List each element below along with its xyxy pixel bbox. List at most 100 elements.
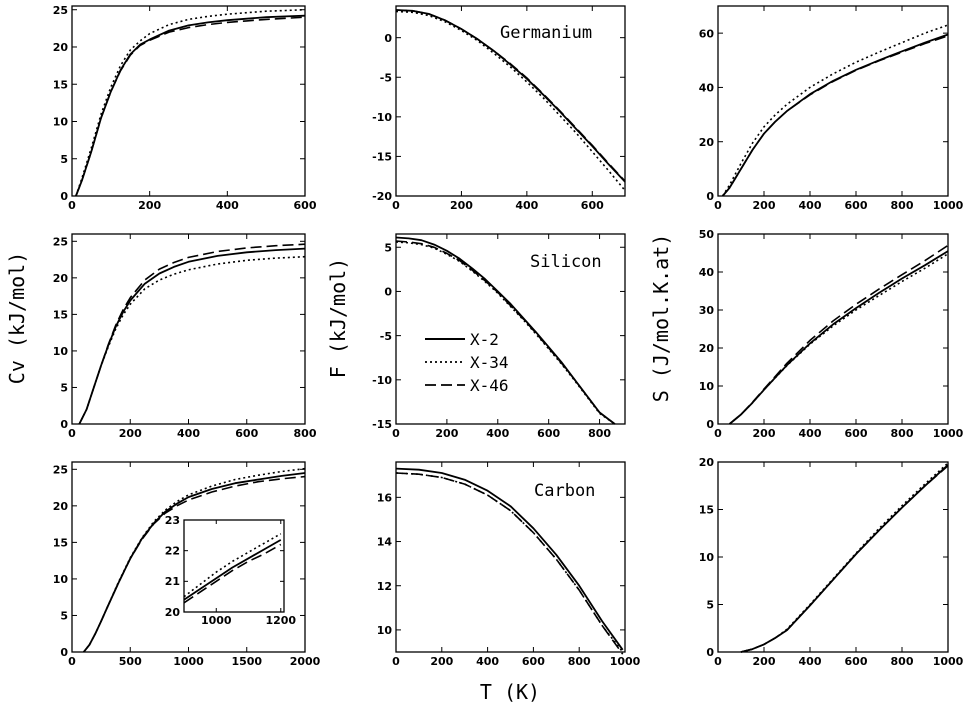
- panel-6-inset-frame: [183, 519, 285, 613]
- panel-8-xtick-label-2: 400: [799, 655, 822, 668]
- panel-0-ytick-label-3: 15: [53, 78, 68, 91]
- legend-label-x2: X-2: [470, 330, 499, 349]
- panel-3-ytick-label-0: 0: [60, 418, 68, 431]
- panel-8-xtick-label-3: 600: [845, 655, 868, 668]
- panel-4-series-x-46: [395, 240, 616, 425]
- panel-8-xtick-label-4: 800: [891, 655, 914, 668]
- panel-1-series-x-34: [395, 10, 626, 192]
- panel-0-xtick-label-2: 400: [216, 199, 239, 212]
- panel-4-ytick-label-3: 0: [384, 286, 392, 299]
- panel-8-series-x-34: [740, 462, 949, 653]
- panel-1-ytick-label-4: 0: [384, 32, 392, 45]
- panel-8-xtick-label-5: 1000: [933, 655, 964, 668]
- panel-4-xtick-label-0: 0: [392, 427, 400, 440]
- panel-0-series-x-46: [75, 16, 306, 197]
- panel-3-ytick-label-4: 20: [53, 272, 69, 285]
- panel-8-series-x-46: [740, 465, 949, 653]
- panel-r0-c1: 0 200 400 600 -20 -15 -10 -5 0 Germanium: [372, 5, 626, 212]
- panel-8-ytick-label-2: 10: [699, 551, 715, 564]
- panel-8-ytick-label-0: 0: [706, 646, 714, 659]
- panel-6-inset: 1000 1200 20 21 22 23: [165, 514, 297, 627]
- panel-7-ytick-label-3: 16: [377, 492, 393, 505]
- panel-8-frame: [717, 461, 949, 653]
- panel-6-inset-series-x-34: [183, 533, 282, 598]
- panel-6-inset-ytick-label-2: 22: [165, 544, 180, 557]
- panel-4-xtick-label-3: 600: [537, 427, 560, 440]
- panel-6-inset-ytick-label-1: 21: [165, 575, 180, 588]
- panel-6-inset-ytick-label-0: 20: [165, 606, 181, 619]
- panel-6-inset-ytick-label-3: 23: [165, 514, 180, 527]
- legend-label-x34: X-34: [470, 353, 509, 372]
- panel-6-ytick-label-4: 20: [53, 500, 69, 513]
- panel-1-xtick-label-0: 0: [392, 199, 400, 212]
- panel-2-ytick-label-0: 0: [706, 190, 714, 203]
- x-axis-title: T (K): [480, 680, 540, 704]
- panel-6-ytick-label-0: 0: [60, 646, 68, 659]
- panel-r2-c0: 0 500 1000 1500 2000 0 5 10 15 20 25 1000 1200 20 21 22…: [53, 461, 321, 668]
- panel-1-xtick-label-1: 200: [450, 199, 473, 212]
- panel-r1-c0: 0 200 400 600 800 0 5 10 15 20 25: [53, 233, 317, 440]
- panel-4-ytick-label-0: -15: [372, 418, 392, 431]
- panel-6-inset-xtick-label-0: 1000: [201, 614, 232, 627]
- panel-7-xtick-label-3: 600: [522, 655, 545, 668]
- y-axis-title-s: S (J/mol.K.at): [649, 234, 673, 403]
- panel-6-ytick-label-3: 15: [53, 537, 68, 550]
- panel-5-xtick-label-3: 600: [845, 427, 868, 440]
- panel-0-ytick-label-0: 0: [60, 190, 68, 203]
- y-axis-title-f: F (kJ/mol): [326, 258, 350, 378]
- panel-1-frame: [395, 5, 626, 197]
- panel-4-ytick-label-4: 5: [384, 241, 392, 254]
- panel-6-ytick-label-5: 25: [53, 463, 68, 476]
- panel-5-frame: [717, 233, 949, 425]
- panel-0-xtick-label-3: 600: [294, 199, 317, 212]
- panel-3-xtick-label-3: 600: [235, 427, 258, 440]
- panel-5-xtick-label-4: 800: [891, 427, 914, 440]
- panel-0-frame: [71, 5, 306, 197]
- panel-1-ytick-label-3: -5: [380, 71, 392, 84]
- panel-2-xtick-label-1: 200: [753, 199, 776, 212]
- panel-0-ytick-label-4: 20: [53, 41, 69, 54]
- panel-3-xtick-label-4: 800: [294, 427, 317, 440]
- panel-1-xtick-label-2: 400: [515, 199, 538, 212]
- panel-3-series-x-46: [78, 243, 306, 425]
- panel-8-ytick-label-1: 5: [706, 599, 714, 612]
- panel-5-ytick-label-3: 30: [699, 304, 715, 317]
- panel-2-series-x-34: [721, 24, 949, 197]
- panel-5-ytick-label-1: 10: [699, 380, 715, 393]
- panel-r1-c1: 0 200 400 600 800 -15 -10 -5 0 5 Silicon: [372, 233, 626, 440]
- panel-7-ytick-label-1: 12: [377, 580, 392, 593]
- panel-6-xtick-label-3: 1500: [231, 655, 262, 668]
- panel-r2-c2: 0 200 400 600 800 1000 0 5 10 15 20: [699, 456, 964, 668]
- panel-6-series-x-34: [83, 467, 306, 653]
- panel-5-xtick-label-0: 0: [714, 427, 722, 440]
- panel-r0-c2: 0 200 400 600 800 1000 0 20 40 60: [699, 5, 964, 212]
- panel-6-xtick-label-1: 500: [119, 655, 142, 668]
- panel-2-xtick-label-3: 600: [845, 199, 868, 212]
- panel-7-xtick-label-5: 1000: [610, 655, 641, 668]
- panel-6-ytick-label-2: 10: [53, 573, 69, 586]
- panel-7-series-x-2: [395, 467, 624, 651]
- panel-5-xtick-label-1: 200: [753, 427, 776, 440]
- panel-1-xtick-label-3: 600: [581, 199, 604, 212]
- panel-5-series-x-34: [728, 253, 949, 425]
- panel-1-ytick-label-0: -20: [372, 190, 392, 203]
- panel-5-ytick-label-5: 50: [699, 228, 715, 241]
- panel-1-ytick-label-2: -10: [372, 111, 392, 124]
- panel-r0-c0: 0 200 400 600 0 5 10 15 20 25: [53, 4, 317, 212]
- panel-6-inset-series-x-46: [183, 543, 282, 604]
- panel-8-xtick-label-0: 0: [714, 655, 722, 668]
- panel-7-xtick-label-2: 400: [476, 655, 499, 668]
- panel-2-ytick-label-2: 40: [699, 82, 715, 95]
- panel-6-xtick-label-4: 2000: [290, 655, 321, 668]
- panel-4-xtick-label-2: 400: [486, 427, 509, 440]
- panel-5-xtick-label-5: 1000: [933, 427, 964, 440]
- panel-4-xtick-label-4: 800: [588, 427, 611, 440]
- panel-8-xtick-label-1: 200: [753, 655, 776, 668]
- panel-5-ytick-label-0: 0: [706, 418, 714, 431]
- panel-2-xtick-label-2: 400: [799, 199, 822, 212]
- panel-4-element-label: Silicon: [530, 252, 602, 272]
- panel-3-xtick-label-1: 200: [119, 427, 142, 440]
- panel-7-ytick-label-2: 14: [377, 536, 393, 549]
- panel-7-frame: [395, 461, 626, 653]
